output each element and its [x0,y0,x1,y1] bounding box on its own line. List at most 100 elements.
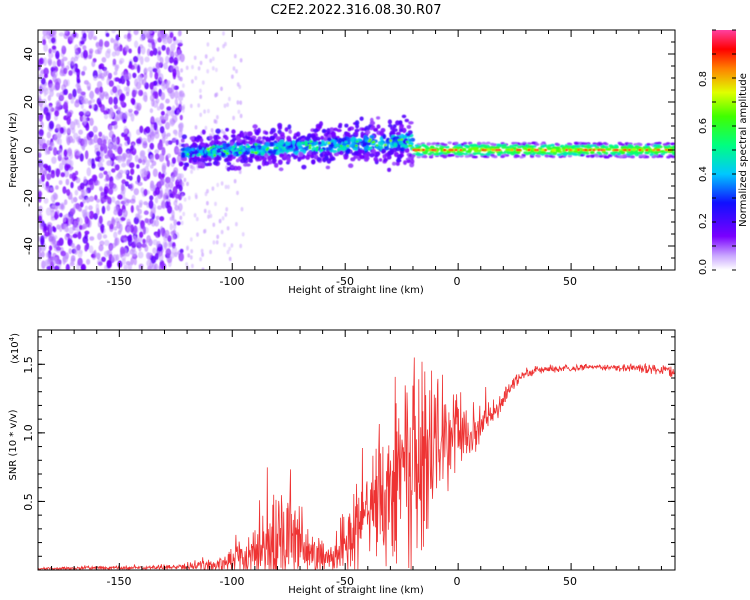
heatmap-cell [215,128,221,134]
heatmap-cell [206,189,209,194]
heatmap-cell [89,117,94,126]
heatmap-cell [583,145,589,149]
heatmap-cell [95,203,100,211]
heatmap-cell [568,148,573,152]
heatmap-cell [435,142,440,146]
heatmap-cell [392,161,397,166]
heatmap-cell [279,149,283,152]
heatmap-cell [73,196,78,203]
heatmap-cell [269,130,274,135]
heatmap-cell [98,215,103,225]
heatmap-cell [111,30,116,34]
heatmap-cell [70,99,75,104]
heatmap-cell [155,117,161,123]
heatmap-cell [179,39,183,45]
heatmap-cell [44,231,50,237]
heatmap-cell [38,138,43,145]
heatmap-cell [114,200,120,205]
heatmap-cell [151,160,157,166]
heatmap-cell [113,104,118,110]
heatmap-cell [174,90,179,99]
heatmap-cell [272,150,277,155]
heatmap-cell [397,154,403,160]
x-tick-label: -150 [107,575,132,588]
heatmap-cell [77,250,83,258]
heatmap-cell [149,30,154,34]
heatmap-cell [88,181,94,186]
heatmap-cell [206,42,210,47]
snr-panel: -150 -100 -50 0 50 Height of straight li… [8,329,676,596]
heatmap-cell [352,147,357,151]
heatmap-cell [342,147,346,151]
heatmap-cell [544,154,549,158]
heatmap-cell [136,204,140,211]
heatmap-cell [472,152,477,156]
heatmap-cell [46,131,52,139]
heatmap-cell [398,120,403,125]
heatmap-cell [370,125,376,129]
heatmap-cell [87,137,93,146]
heatmap-cell [98,244,104,252]
heatmap-cell [154,71,159,80]
heatmap-cell [98,94,105,101]
heatmap-cell [209,58,213,63]
heatmap-cell [448,154,453,157]
heatmap-cell [181,134,187,140]
heatmap-cell [103,110,108,115]
heatmap-cell [190,249,194,254]
heatmap-cell [582,148,586,152]
heatmap-cell [54,81,61,91]
heatmap-cell [127,30,131,34]
heatmap-cell [117,260,123,268]
snr-series-line [38,357,675,570]
heatmap-cell [72,31,77,38]
heatmap-cell [147,239,153,246]
heatmap-cell [232,66,236,71]
heatmap-cell [409,138,413,142]
heatmap-cell [165,140,170,147]
heatmap-cell [74,100,80,108]
heatmap-cell [143,67,148,75]
heatmap-cell [301,164,307,170]
y-tick-label: 1.5 [22,356,35,374]
heatmap-cell [52,192,58,201]
heatmap-cell [343,155,348,160]
heatmap-cell [226,249,230,255]
heatmap-cell [191,79,194,84]
heatmap-cell [225,152,229,155]
heatmap-cell [304,142,308,145]
heatmap-cell [669,154,674,158]
heatmap-cell [176,148,180,153]
heatmap-cell [564,145,569,148]
heatmap-cell [103,114,109,120]
heatmap-cell [178,30,182,37]
heatmap-cell [179,215,183,220]
heatmap-cell [500,155,505,159]
heatmap-cell [140,168,144,176]
heatmap-cell [212,222,216,227]
heatmap-cell [294,146,300,150]
heatmap-cell [200,152,204,156]
heatmap-cell [379,141,384,146]
x-tick-label: -50 [336,575,354,588]
heatmap-cell [387,119,392,125]
heatmap-cell [555,143,561,147]
heatmap-cell [189,136,195,141]
heatmap-cell [234,136,241,141]
heatmap-cell [616,152,622,156]
heatmap-cell [221,152,226,157]
heatmap-cell [238,147,242,151]
heatmap-cell [68,227,74,235]
heatmap-cell [179,248,184,254]
heatmap-cell [164,113,169,122]
heatmap-cell [72,88,77,98]
heatmap-cell [629,150,634,154]
heatmap-cell [140,150,146,157]
heatmap-cell [269,135,276,141]
heatmap-cell [88,210,94,220]
heatmap-cell [351,152,357,156]
heatmap-cell [115,66,119,72]
heatmap-cell [233,153,237,156]
heatmap-cell [88,92,95,99]
heatmap-cell [78,94,83,101]
